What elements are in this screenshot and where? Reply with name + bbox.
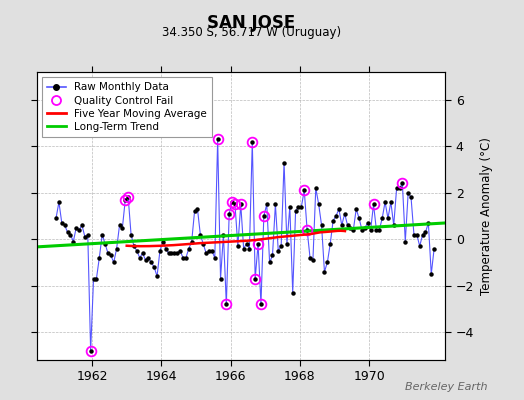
Text: 34.350 S, 56.717 W (Uruguay): 34.350 S, 56.717 W (Uruguay) — [162, 26, 341, 39]
Legend: Raw Monthly Data, Quality Control Fail, Five Year Moving Average, Long-Term Tren: Raw Monthly Data, Quality Control Fail, … — [42, 77, 212, 137]
Text: Berkeley Earth: Berkeley Earth — [405, 382, 487, 392]
Y-axis label: Temperature Anomaly (°C): Temperature Anomaly (°C) — [480, 137, 493, 295]
Text: SAN JOSE: SAN JOSE — [208, 14, 296, 32]
